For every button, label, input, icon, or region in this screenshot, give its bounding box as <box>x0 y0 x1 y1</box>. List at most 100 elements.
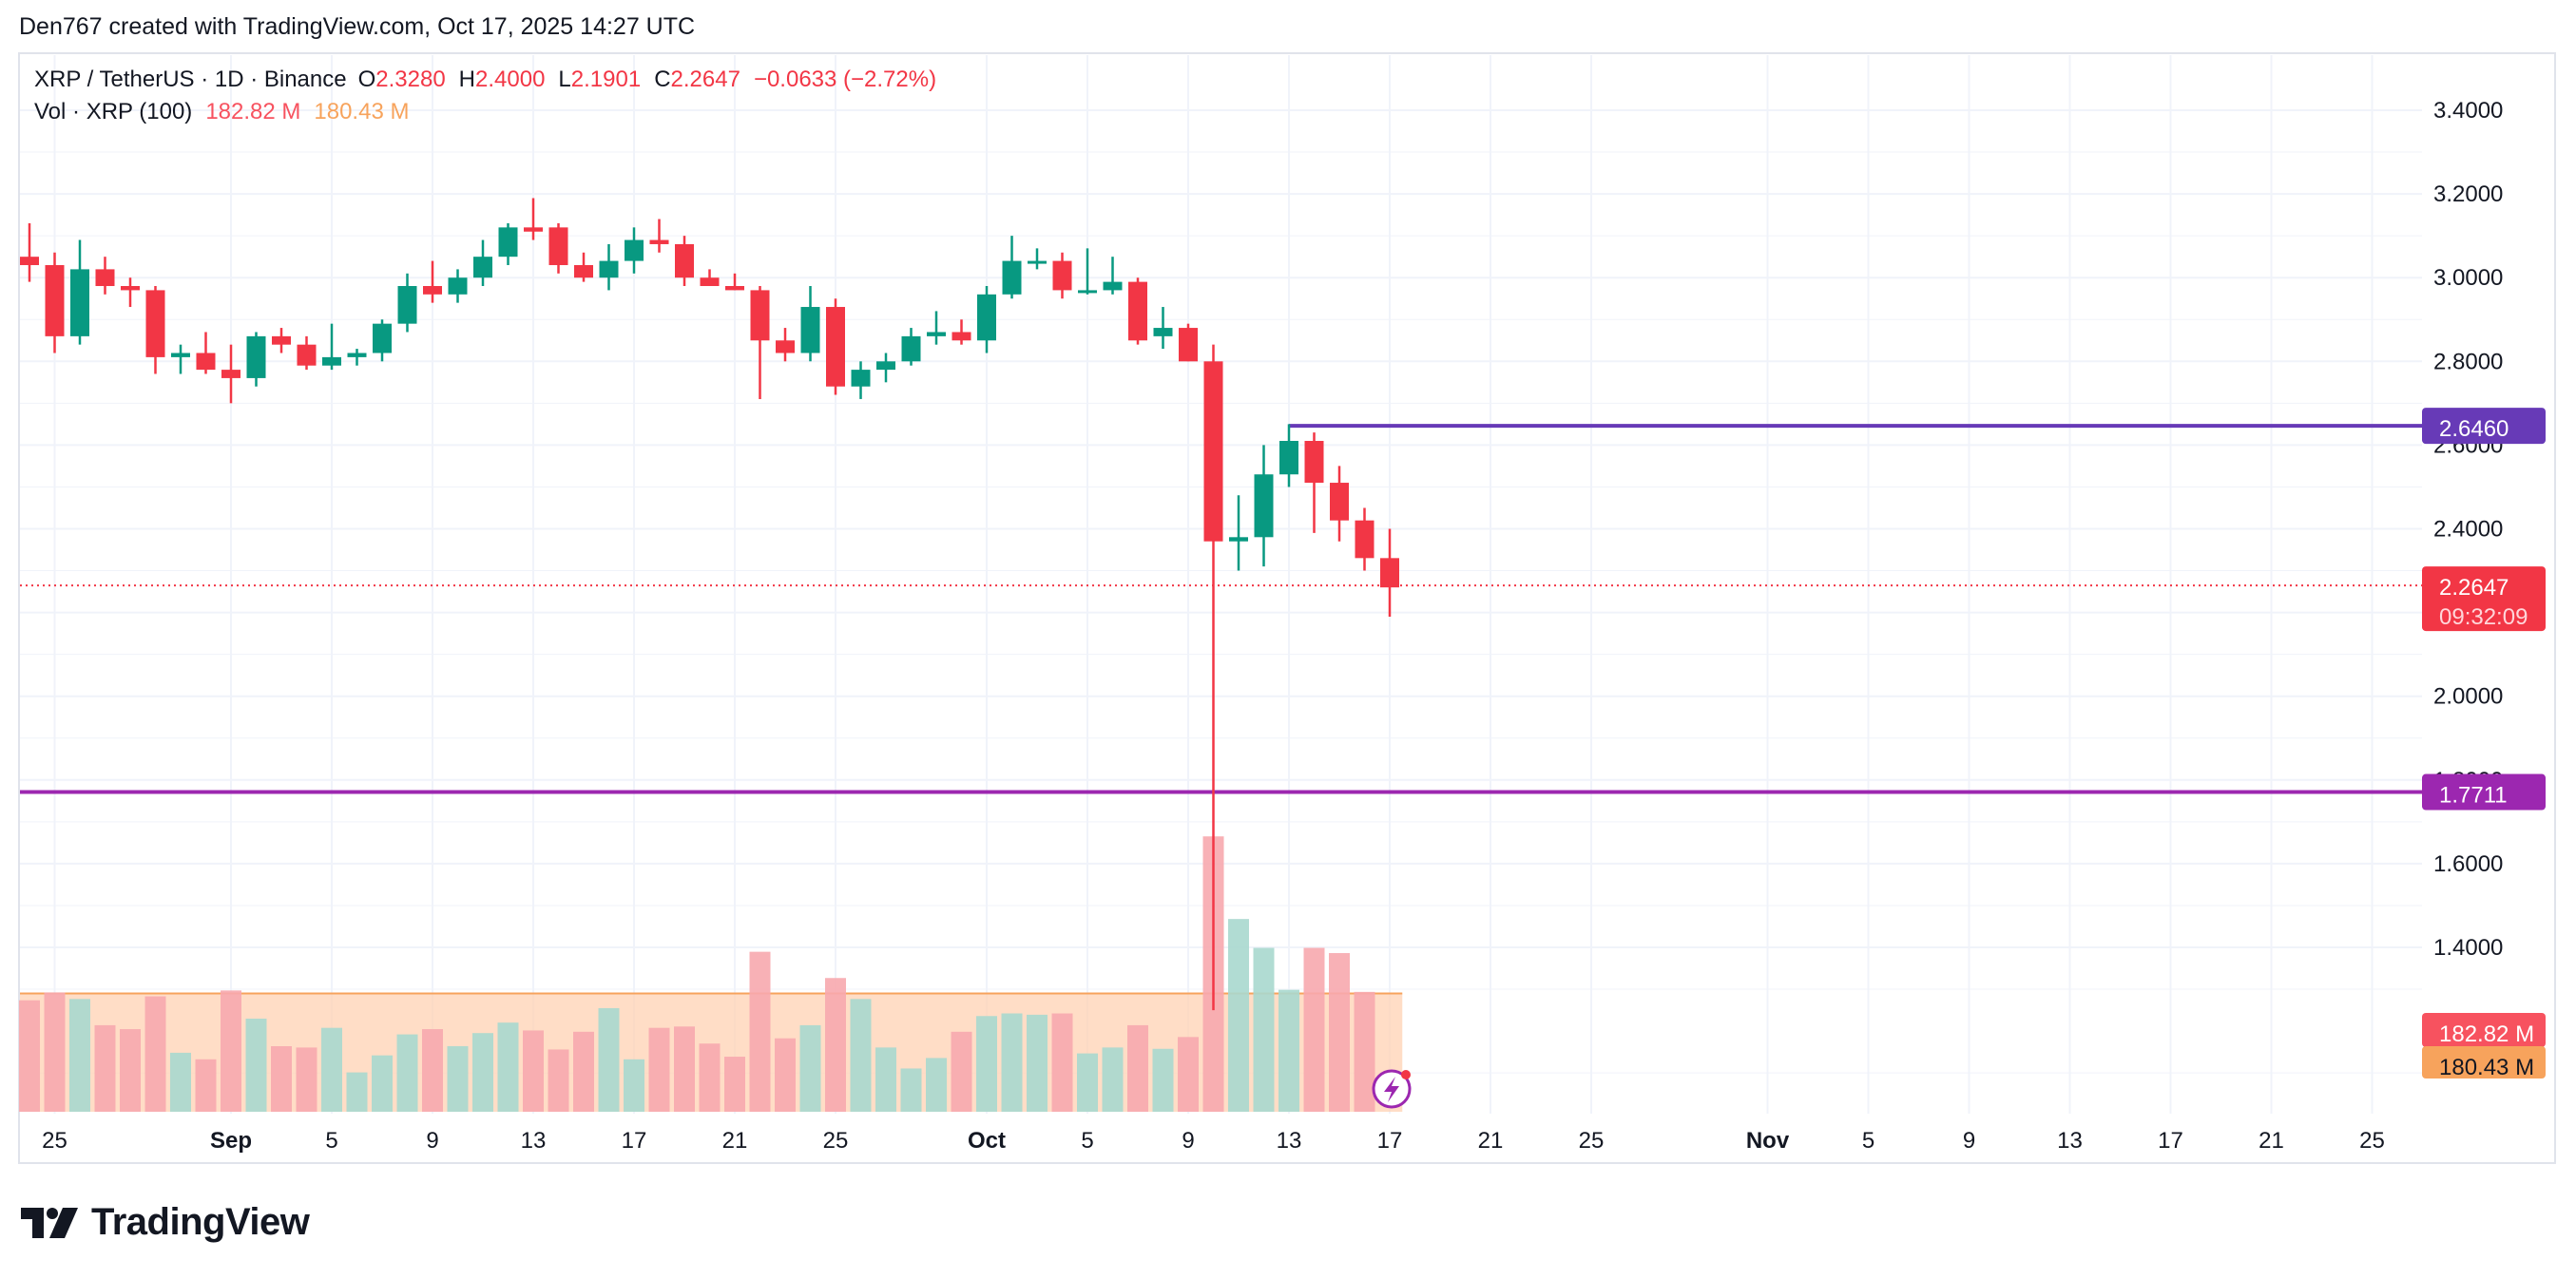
volume-bar <box>775 1038 796 1112</box>
close-key: C <box>654 67 671 92</box>
candle-body <box>952 332 971 341</box>
candle-body <box>750 290 770 341</box>
time-tick-label: 13 <box>2057 1128 2083 1154</box>
volume-value: 182.82 M <box>205 99 301 124</box>
candle-body <box>776 340 795 353</box>
candle-body <box>20 257 39 265</box>
candle-body <box>1078 290 1097 294</box>
time-tick-label: 9 <box>426 1128 438 1154</box>
volume-bar <box>1051 1013 1073 1112</box>
volume-bar <box>749 951 771 1112</box>
time-axis[interactable]: 25 Sep 5 9 13 17 21 25 Oct 5 9 13 17 21 25 Nov 5 9 13 17 21 2… <box>42 1128 2385 1154</box>
volume-bar <box>19 1000 40 1112</box>
volume-bar <box>1178 1037 1199 1112</box>
tradingview-logo[interactable]: TradingView <box>21 1201 310 1244</box>
candle-body <box>373 323 392 353</box>
volume-bar <box>346 1072 368 1112</box>
candle-body <box>246 335 266 378</box>
tradingview-wordmark: TradingView <box>91 1201 310 1243</box>
candle-body <box>423 286 442 295</box>
candle-body <box>145 290 165 357</box>
low-key: L <box>558 67 571 92</box>
level-badge-text: 2.6460 <box>2439 416 2509 442</box>
level-badge-bg <box>2422 773 2546 811</box>
candle-body <box>548 227 568 265</box>
volume-bar <box>951 1031 972 1112</box>
volume-bar <box>447 1046 469 1112</box>
volume-bar <box>523 1030 544 1112</box>
candle-body <box>1103 281 1123 291</box>
candle-body <box>800 307 820 353</box>
volume-ma-badge-text: 180.43 M <box>2439 1055 2534 1080</box>
candle-body <box>700 277 720 287</box>
candle-body <box>272 335 291 345</box>
candles <box>20 198 1399 1011</box>
last-price-badge-bg <box>2422 566 2546 632</box>
volume-label[interactable]: Vol · XRP (100) <box>34 99 193 124</box>
horizontal-levels <box>20 424 2422 794</box>
candle-body <box>121 286 140 291</box>
volume-ma-badge-bg <box>2422 1046 2546 1079</box>
time-tick-label: 9 <box>1182 1128 1194 1154</box>
candle-body <box>599 260 619 278</box>
axis-badges: 2.6460 1.7711 2.2647 09:32:09 182.82 M 180.43… <box>2422 408 2546 1080</box>
time-tick-label: 25 <box>2359 1128 2385 1154</box>
time-tick-label: 17 <box>1377 1128 1403 1154</box>
symbol-label[interactable]: XRP / TetherUS · 1D · Binance <box>34 67 347 92</box>
volume-bar <box>170 1052 191 1112</box>
candle-body <box>1203 361 1223 542</box>
candle-body <box>95 269 115 287</box>
candle-body <box>927 332 946 336</box>
last-price-badge-text: 2.2647 <box>2439 575 2509 601</box>
volume-bar <box>1152 1048 1174 1112</box>
price-tick-label: 3.0000 <box>2433 265 2503 291</box>
volume-bar <box>699 1043 721 1112</box>
candle-body <box>1153 328 1173 336</box>
candle-body <box>221 370 240 378</box>
time-tick-label: 5 <box>1081 1128 1093 1154</box>
volume-bar <box>1077 1053 1098 1112</box>
candle-body <box>675 243 694 278</box>
volume-bar <box>372 1055 393 1112</box>
volume-bar <box>221 990 241 1112</box>
price-axis[interactable]: 3.40003.20003.00002.80002.60002.40002.20… <box>2433 98 2503 961</box>
volume-bar <box>900 1068 922 1112</box>
price-tick-label: 1.6000 <box>2433 851 2503 877</box>
ohlc-legend: XRP / TetherUS · 1D · Binance O2.3280 H2.4… <box>34 67 936 93</box>
time-tick-label: Oct <box>968 1128 1006 1154</box>
volume-bar <box>296 1047 317 1112</box>
volume-bar <box>1127 1024 1148 1112</box>
candle-body <box>322 356 341 366</box>
volume-bar <box>724 1057 745 1112</box>
time-tick-label: 17 <box>2158 1128 2183 1154</box>
candle-body <box>1179 328 1198 362</box>
volume-legend: Vol · XRP (100) 182.82 M 180.43 M <box>34 99 409 125</box>
lightning-alert-icon[interactable] <box>1372 1069 1412 1109</box>
volume-bar <box>1102 1047 1124 1112</box>
price-chart[interactable]: 3.40003.20003.00002.80002.60002.40002.20… <box>0 0 2576 1178</box>
time-tick-label: Nov <box>1746 1128 1790 1154</box>
candle-body <box>649 239 669 244</box>
time-tick-label: 21 <box>2259 1128 2284 1154</box>
volume-badge-bg <box>2422 1013 2546 1047</box>
candle-body <box>1002 260 1022 295</box>
price-tick-label: 2.4000 <box>2433 517 2503 543</box>
price-tick-label: 1.4000 <box>2433 935 2503 961</box>
volume-bar <box>94 1024 116 1112</box>
open-value: 2.3280 <box>375 67 446 92</box>
time-tick-label: 5 <box>1862 1128 1874 1154</box>
volume-badge-text: 182.82 M <box>2439 1021 2534 1047</box>
volume-bar <box>573 1031 594 1112</box>
time-tick-label: 9 <box>1963 1128 1975 1154</box>
candle-body <box>901 335 921 362</box>
time-tick-label: Sep <box>210 1128 252 1154</box>
volume-bar <box>674 1026 695 1112</box>
time-tick-label: 17 <box>622 1128 647 1154</box>
candle-body <box>1028 260 1047 264</box>
candle-body <box>196 353 216 371</box>
time-tick-label: 25 <box>823 1128 849 1154</box>
level-badge-bg <box>2422 408 2546 445</box>
volume-bar <box>1354 991 1375 1112</box>
candle-body <box>1128 281 1147 341</box>
volume-bar <box>850 999 872 1112</box>
